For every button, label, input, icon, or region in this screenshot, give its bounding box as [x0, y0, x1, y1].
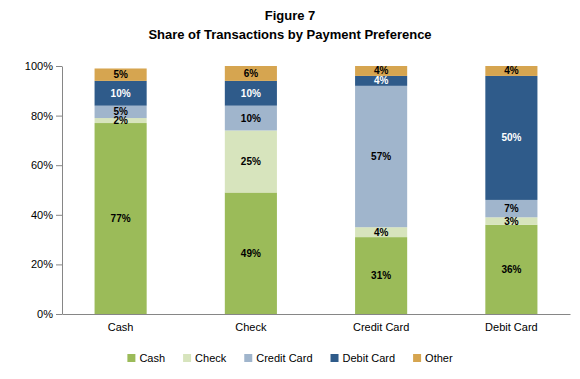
x-axis: Cash Check Credit Card Debit Card — [63, 314, 571, 333]
tick: Credit Card — [353, 314, 409, 333]
bar-segment — [485, 66, 537, 76]
tick: 0% — [37, 308, 62, 320]
data-label: 5% — [113, 106, 128, 117]
tick: 60% — [31, 159, 62, 171]
tick-label: Credit Card — [353, 321, 409, 333]
data-label: 50% — [501, 132, 521, 143]
data-label: 10% — [241, 113, 261, 124]
tick-label: 100% — [25, 60, 53, 72]
tick: 100% — [25, 60, 62, 72]
data-label: 31% — [371, 270, 391, 281]
legend-swatch — [413, 354, 421, 362]
tick-mark — [56, 116, 62, 117]
bars — [95, 66, 538, 314]
data-label: 57% — [371, 151, 391, 162]
legend-item: Check — [183, 352, 227, 364]
tick-mark — [56, 165, 62, 166]
bar-segment — [485, 76, 537, 200]
legend-swatch — [127, 354, 135, 362]
bar-segment — [95, 106, 147, 118]
tick: Debit Card — [485, 314, 538, 333]
data-label: 4% — [374, 227, 389, 238]
legend-label: Other — [425, 352, 453, 364]
bar-segment — [225, 130, 277, 192]
data-label: 25% — [241, 156, 261, 167]
tick-label: 0% — [37, 308, 53, 320]
data-label: 4% — [374, 65, 389, 76]
series — [95, 66, 538, 81]
data-labels: 77%49%31%36%2%25%4%3%5%10%57%7%10%10%4%5… — [111, 65, 522, 281]
legend-label: Credit Card — [256, 352, 312, 364]
data-label: 4% — [374, 75, 389, 86]
data-label: 5% — [113, 69, 128, 80]
data-label: 10% — [111, 88, 131, 99]
data-label: 3% — [504, 216, 519, 227]
bar-segment — [95, 81, 147, 106]
bar-segment — [95, 68, 147, 80]
data-label: 77% — [111, 213, 131, 224]
data-label: 10% — [241, 88, 261, 99]
bar-segment — [355, 227, 407, 237]
tick-label: 80% — [31, 110, 53, 122]
data-label: 7% — [504, 203, 519, 214]
tick-mark — [56, 66, 62, 67]
tick: Check — [235, 314, 267, 333]
legend-swatch — [244, 354, 252, 362]
bar-segment — [95, 123, 147, 314]
series — [95, 123, 538, 314]
bar-segment — [225, 66, 277, 81]
axis-line — [62, 67, 63, 315]
data-label: 4% — [504, 65, 519, 76]
tick: 20% — [31, 258, 62, 270]
subtitle: Share of Transactions by Payment Prefere… — [148, 27, 431, 42]
tick-mark — [56, 314, 62, 315]
y-axis: 0% 20% 40% 60% 80% 100% — [25, 60, 63, 320]
bar-segment — [355, 86, 407, 227]
bar-segment — [225, 106, 277, 131]
plot: 0% 20% 40% 60% 80% 100% Cash Check Credit Card De… — [25, 60, 571, 333]
series — [95, 86, 538, 227]
legend-swatch — [183, 354, 191, 362]
title: Figure 7 — [265, 8, 316, 23]
tick: 40% — [31, 209, 62, 221]
tick-label: Debit Card — [485, 321, 538, 333]
tick: 80% — [31, 110, 62, 122]
legend-label: Cash — [139, 352, 165, 364]
series — [95, 76, 538, 200]
axis-line — [63, 314, 571, 315]
tick-label: 60% — [31, 159, 53, 171]
bar-segment — [355, 66, 407, 76]
data-label: 6% — [244, 68, 259, 79]
tick-label: Check — [235, 321, 267, 333]
chart: Figure 7 Share of Transactions by Payment… — [0, 0, 580, 379]
tick-label: Cash — [108, 321, 134, 333]
tick-mark — [56, 264, 62, 265]
legend-item: Cash — [127, 352, 165, 364]
tick: Cash — [108, 314, 134, 333]
legend-item: Other — [413, 352, 453, 364]
bar-segment — [225, 192, 277, 314]
bar-segment — [225, 81, 277, 106]
legend-label: Check — [195, 352, 227, 364]
bar-segment — [485, 225, 537, 314]
data-label: 49% — [241, 248, 261, 259]
legend-item: Debit Card — [331, 352, 396, 364]
legend-label: Debit Card — [343, 352, 396, 364]
bar-segment — [355, 237, 407, 314]
legend-swatch — [331, 354, 339, 362]
tick-label: 20% — [31, 258, 53, 270]
legend: Cash Check Credit Card Debit Card Other — [127, 352, 453, 364]
data-label: 36% — [501, 264, 521, 275]
tick-label: 40% — [31, 209, 53, 221]
bar-segment — [355, 76, 407, 86]
tick-mark — [56, 215, 62, 216]
series — [95, 118, 538, 237]
legend-item: Credit Card — [244, 352, 312, 364]
